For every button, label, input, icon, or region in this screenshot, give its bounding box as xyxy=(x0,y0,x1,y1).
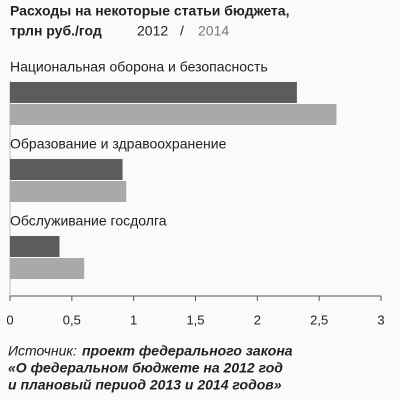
category-label: Национальная оборона и безопасность xyxy=(10,59,268,75)
bar xyxy=(10,181,127,202)
bar xyxy=(10,258,85,279)
x-tick-label: 1,5 xyxy=(186,312,204,327)
chart-subtitle: трлн руб./год xyxy=(10,23,102,39)
source-text: «О федеральном бюджете на 2012 год xyxy=(8,360,283,376)
x-tick-label: 2,5 xyxy=(310,312,328,327)
x-tick-label: 3 xyxy=(377,312,384,327)
source-text: и плановый период 2013 и 2014 годов» xyxy=(8,377,282,393)
source-text: проект федерального закона xyxy=(82,343,293,359)
category-label: Обслуживание госдолга xyxy=(10,213,167,229)
category-label: Образование и здравоохранение xyxy=(10,136,227,152)
bar xyxy=(10,159,123,180)
bar xyxy=(10,104,337,125)
legend-entry: 2012 xyxy=(137,23,168,39)
x-tick-label: 1 xyxy=(130,312,137,327)
bar xyxy=(10,236,60,257)
source-label: Источник: xyxy=(8,343,77,359)
legend-separator: / xyxy=(180,23,184,39)
x-tick-label: 2 xyxy=(254,312,261,327)
legend-entry: 2014 xyxy=(198,23,229,39)
x-tick-label: 0,5 xyxy=(63,312,81,327)
chart-title: Расходы на некоторые статьи бюджета, xyxy=(10,3,289,19)
bar xyxy=(10,82,297,103)
x-tick-label: 0 xyxy=(6,312,13,327)
